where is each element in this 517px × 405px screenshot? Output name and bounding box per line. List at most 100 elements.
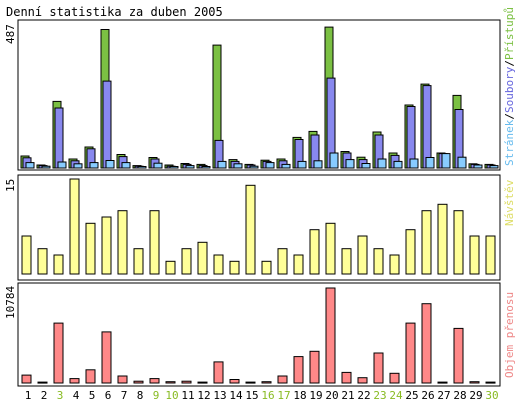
bar-traffic-day-26 bbox=[421, 303, 432, 384]
bar-pages-day-17 bbox=[281, 163, 291, 169]
top-ymax-label: 487 bbox=[4, 24, 17, 44]
bar-traffic-day-18 bbox=[293, 356, 304, 384]
x-label-day-5: 5 bbox=[89, 389, 96, 402]
bar-traffic-day-14 bbox=[229, 379, 240, 384]
bar-visits-day-23 bbox=[373, 248, 384, 275]
x-label-day-17: 17 bbox=[277, 389, 290, 402]
bar-pages-day-4 bbox=[73, 163, 83, 169]
bar-visits-day-4 bbox=[69, 178, 80, 275]
bar-visits-day-14 bbox=[229, 260, 240, 275]
bottom-series-legend: Objem přenosu bbox=[503, 292, 516, 378]
bar-traffic-day-3 bbox=[53, 322, 64, 384]
bar-traffic-day-4 bbox=[69, 378, 80, 384]
x-label-day-1: 1 bbox=[25, 389, 32, 402]
x-label-day-19: 19 bbox=[309, 389, 322, 402]
x-label-day-8: 8 bbox=[137, 389, 144, 402]
bar-traffic-day-24 bbox=[389, 372, 400, 384]
x-label-day-26: 26 bbox=[421, 389, 434, 402]
x-label-day-30: 30 bbox=[485, 389, 498, 402]
bar-pages-day-30 bbox=[489, 165, 499, 169]
bar-pages-day-10 bbox=[169, 166, 179, 169]
bar-visits-day-28 bbox=[453, 210, 464, 275]
bar-pages-day-1 bbox=[25, 162, 35, 169]
bar-visits-day-16 bbox=[261, 260, 272, 275]
bar-pages-day-26 bbox=[425, 157, 435, 169]
x-label-day-23: 23 bbox=[373, 389, 386, 402]
bar-pages-day-7 bbox=[121, 162, 131, 169]
bar-files-day-3 bbox=[54, 107, 64, 169]
bar-pages-day-27 bbox=[441, 153, 451, 169]
top-series-legend: Stránek/Soubory/Přístupů bbox=[503, 7, 516, 166]
bar-visits-day-10 bbox=[165, 260, 176, 275]
x-label-day-24: 24 bbox=[389, 389, 403, 402]
bar-traffic-day-11 bbox=[181, 380, 192, 384]
bar-visits-day-11 bbox=[181, 248, 192, 275]
panel-middle-frame bbox=[17, 174, 501, 281]
bar-traffic-day-10 bbox=[165, 381, 176, 384]
bar-visits-day-21 bbox=[341, 248, 352, 275]
bar-traffic-day-6 bbox=[101, 331, 112, 384]
bar-visits-day-22 bbox=[357, 235, 368, 275]
x-label-day-2: 2 bbox=[41, 389, 48, 402]
middle-ymax-label: 15 bbox=[4, 179, 17, 192]
legend-files: Soubory bbox=[503, 66, 516, 113]
bar-pages-day-20 bbox=[329, 152, 339, 169]
bar-visits-day-1 bbox=[21, 235, 32, 275]
x-label-day-14: 14 bbox=[229, 389, 243, 402]
bar-traffic-day-17 bbox=[277, 375, 288, 384]
bar-traffic-day-29 bbox=[469, 381, 480, 384]
middle-panel-bars bbox=[21, 178, 496, 275]
bar-pages-day-14 bbox=[233, 163, 243, 169]
panel-bottom-frame bbox=[17, 282, 501, 387]
x-label-day-15: 15 bbox=[245, 389, 258, 402]
x-label-day-9: 9 bbox=[153, 389, 160, 402]
bar-pages-day-18 bbox=[297, 160, 307, 169]
x-label-day-12: 12 bbox=[197, 389, 210, 402]
top-panel-bars bbox=[20, 26, 499, 169]
bottom-ymax-label: 10784 bbox=[4, 286, 17, 319]
bar-visits-day-26 bbox=[421, 210, 432, 275]
bar-traffic-day-15 bbox=[245, 381, 256, 384]
bar-traffic-day-7 bbox=[117, 375, 128, 384]
x-label-day-10: 10 bbox=[165, 389, 178, 402]
bar-pages-day-23 bbox=[377, 158, 387, 169]
x-label-day-27: 27 bbox=[437, 389, 450, 402]
bar-traffic-day-16 bbox=[261, 381, 272, 384]
bottom-panel-bars bbox=[21, 287, 496, 384]
bar-visits-day-6 bbox=[101, 216, 112, 275]
x-label-day-6: 6 bbox=[105, 389, 112, 402]
bar-pages-day-22 bbox=[361, 163, 371, 169]
bar-traffic-day-25 bbox=[405, 322, 416, 384]
bar-visits-day-17 bbox=[277, 248, 288, 275]
bar-files-day-26 bbox=[422, 85, 432, 169]
bar-visits-day-13 bbox=[213, 254, 224, 275]
bar-pages-day-24 bbox=[393, 160, 403, 169]
bar-traffic-day-19 bbox=[309, 350, 320, 384]
bar-pages-day-13 bbox=[217, 160, 227, 169]
bar-traffic-day-12 bbox=[197, 381, 208, 384]
bar-pages-day-15 bbox=[249, 165, 259, 169]
bar-pages-day-8 bbox=[137, 166, 147, 169]
bar-traffic-day-30 bbox=[485, 381, 496, 384]
x-label-day-22: 22 bbox=[357, 389, 370, 402]
x-label-day-16: 16 bbox=[261, 389, 274, 402]
bar-visits-day-29 bbox=[469, 235, 480, 275]
bar-pages-day-16 bbox=[265, 162, 275, 169]
panel-top-frame bbox=[17, 19, 501, 171]
bar-pages-day-6 bbox=[105, 160, 115, 169]
bar-visits-day-12 bbox=[197, 241, 208, 275]
bar-visits-day-15 bbox=[245, 184, 256, 275]
bar-pages-day-11 bbox=[185, 165, 195, 169]
legend-pages: Stránek bbox=[503, 119, 516, 166]
x-label-day-11: 11 bbox=[181, 389, 194, 402]
bar-visits-day-5 bbox=[85, 222, 96, 275]
legend-sep-2: / bbox=[503, 60, 516, 67]
bar-visits-day-2 bbox=[37, 248, 48, 275]
bar-visits-day-9 bbox=[149, 210, 160, 275]
x-label-day-4: 4 bbox=[73, 389, 80, 402]
bar-pages-day-9 bbox=[153, 162, 163, 169]
bar-visits-day-27 bbox=[437, 203, 448, 275]
bar-visits-day-20 bbox=[325, 222, 336, 275]
chart-title: Denní statistika za duben 2005 bbox=[6, 5, 223, 19]
bar-pages-day-2 bbox=[41, 165, 51, 169]
